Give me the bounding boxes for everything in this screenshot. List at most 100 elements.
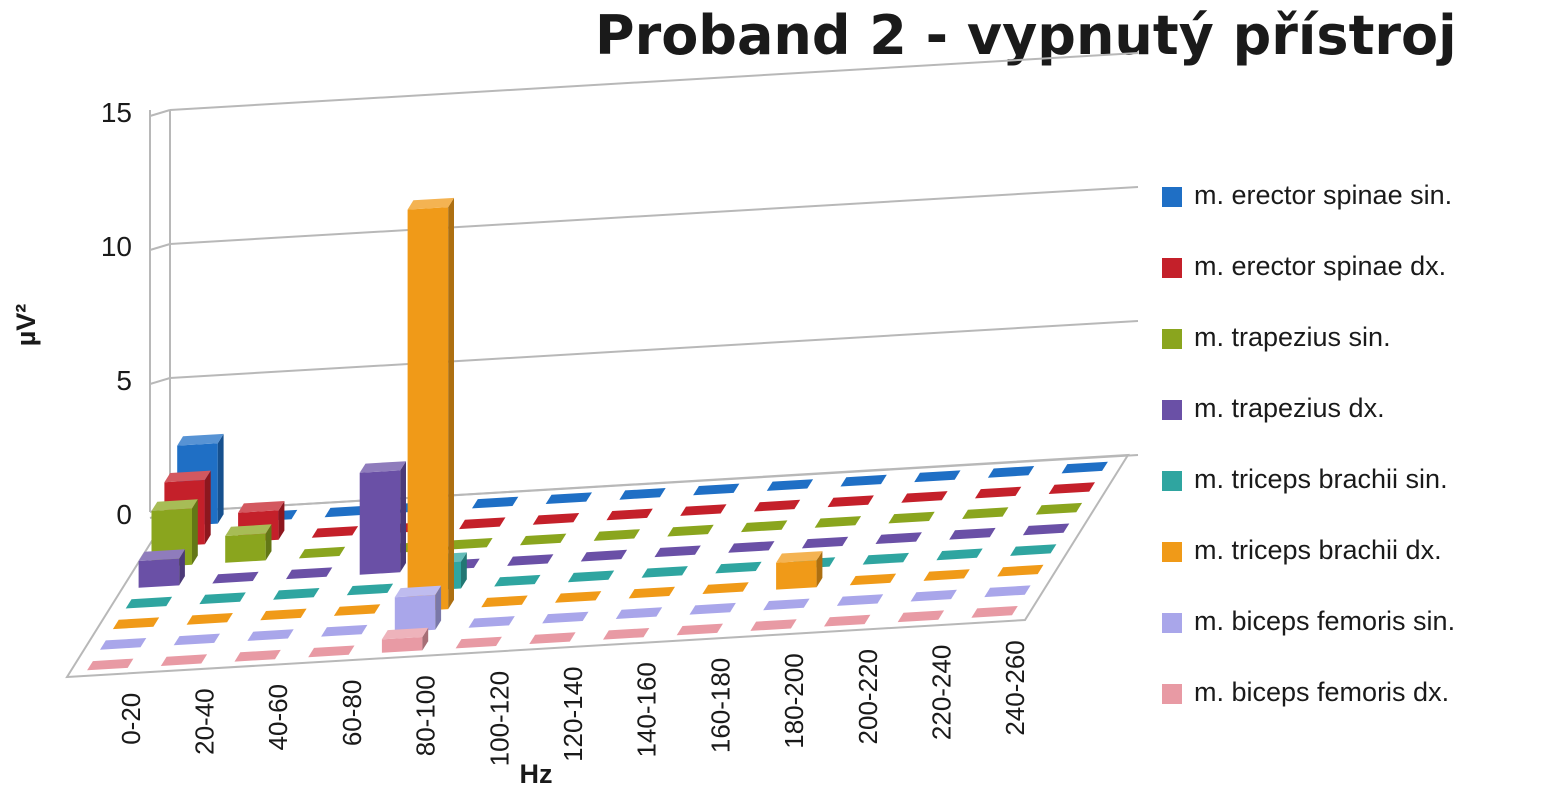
floor-marker <box>914 470 961 483</box>
bar-side <box>448 197 454 610</box>
chart-walls <box>65 52 1139 679</box>
floor-marker <box>186 613 233 625</box>
floor-marker <box>997 564 1044 577</box>
floor-marker <box>324 505 371 518</box>
floor-marker <box>346 583 394 596</box>
y-tick-label: 10 <box>101 231 132 262</box>
x-tick-label: 20-40 <box>190 688 220 755</box>
bar-side <box>217 433 224 524</box>
floor-marker <box>875 532 922 544</box>
bars <box>138 197 823 653</box>
legend-label: m. trapezius dx. <box>1194 393 1385 423</box>
floor-marker <box>212 571 259 584</box>
floor-marker <box>520 533 567 546</box>
x-tick-label: 180-200 <box>779 653 809 748</box>
bar-top <box>225 524 272 536</box>
floor-marker <box>532 513 580 525</box>
floor-marker <box>763 598 810 611</box>
floor-marker <box>641 566 688 578</box>
chart-title: Proband 2 - vypnutý přístroj <box>595 4 1457 67</box>
floor-marker <box>545 492 592 504</box>
gridline <box>169 320 1139 379</box>
floor-marker <box>472 496 519 509</box>
bar-side <box>461 552 467 589</box>
floor-marker <box>273 588 320 600</box>
legend-swatch <box>1162 471 1182 491</box>
x-tick-label: 160-180 <box>705 658 735 753</box>
floor-marker <box>459 517 506 530</box>
floor-marker <box>984 585 1031 598</box>
gridline-side <box>149 109 171 117</box>
legend-label: m. triceps brachii dx. <box>1194 535 1442 565</box>
floor-marker <box>260 608 307 621</box>
bar-front <box>381 637 423 653</box>
bar-side <box>192 499 198 565</box>
bar <box>359 461 406 575</box>
x-axis-label: Hz <box>520 759 553 789</box>
floor-marker <box>753 499 801 512</box>
gridline-side <box>149 243 171 251</box>
legend-label: m. triceps brachii sin. <box>1194 464 1448 494</box>
floor-marker <box>580 549 628 562</box>
floor-marker <box>936 548 983 561</box>
floor-marker <box>333 604 381 616</box>
bar-top <box>359 461 406 473</box>
floor-marker <box>750 619 797 631</box>
gridline-side <box>149 377 171 385</box>
floor-marker <box>308 645 355 658</box>
bar-front <box>225 533 266 563</box>
y-axis-ticks: 0 5 10 15 <box>101 97 132 530</box>
floor-marker <box>247 629 294 641</box>
floor-marker <box>628 586 675 599</box>
bar-top <box>776 551 823 563</box>
floor-marker <box>840 474 887 487</box>
floor-marker <box>529 632 576 644</box>
floor-marker <box>923 569 970 581</box>
floor-marker <box>1010 544 1057 556</box>
floor-marker <box>728 541 775 553</box>
floor-marker <box>593 529 640 541</box>
floor-marker <box>494 574 541 587</box>
bar-side <box>816 551 823 588</box>
bar-side <box>204 470 211 545</box>
bar-front <box>394 594 436 633</box>
x-tick-label: 200-220 <box>853 649 883 744</box>
floor-marker <box>160 654 208 666</box>
bar-top <box>394 585 442 598</box>
legend-swatch <box>1162 684 1182 704</box>
bar-top <box>151 499 198 511</box>
gridline <box>169 52 1139 111</box>
floor-marker <box>824 614 871 627</box>
x-tick-label: 40-60 <box>263 684 293 751</box>
floor-marker <box>311 526 359 538</box>
floor-marker <box>766 479 814 491</box>
x-axis-ticks: 0-20 20-40 40-60 60-80 80-100 100-120 120-140 1… <box>116 640 1030 766</box>
floor-marker <box>910 589 957 602</box>
bar <box>776 551 823 590</box>
floor-marker <box>814 516 862 528</box>
floor-marker <box>667 524 714 537</box>
floor-marker <box>481 595 528 608</box>
bar-top <box>177 433 224 446</box>
floor-marker <box>654 545 701 558</box>
bar <box>381 627 429 653</box>
floor-marker <box>949 527 996 540</box>
floor-marker <box>849 573 897 586</box>
x-tick-label: 120-140 <box>558 667 588 762</box>
x-tick-label: 140-160 <box>632 662 662 757</box>
floor-marker <box>234 649 281 662</box>
floor-marker <box>715 561 762 574</box>
bar-side <box>179 549 185 586</box>
legend-swatch <box>1162 329 1182 349</box>
floor-marker <box>1048 482 1095 494</box>
y-tick-label: 15 <box>101 97 132 128</box>
floor-marker <box>689 602 736 615</box>
floor-marker <box>455 636 502 649</box>
legend-swatch <box>1162 187 1182 207</box>
floor-marker <box>836 594 884 606</box>
y-tick-label: 5 <box>116 365 132 396</box>
floor-marker <box>987 466 1035 478</box>
floor-marker <box>971 606 1018 618</box>
legend-label: m. erector spinae sin. <box>1194 180 1453 210</box>
